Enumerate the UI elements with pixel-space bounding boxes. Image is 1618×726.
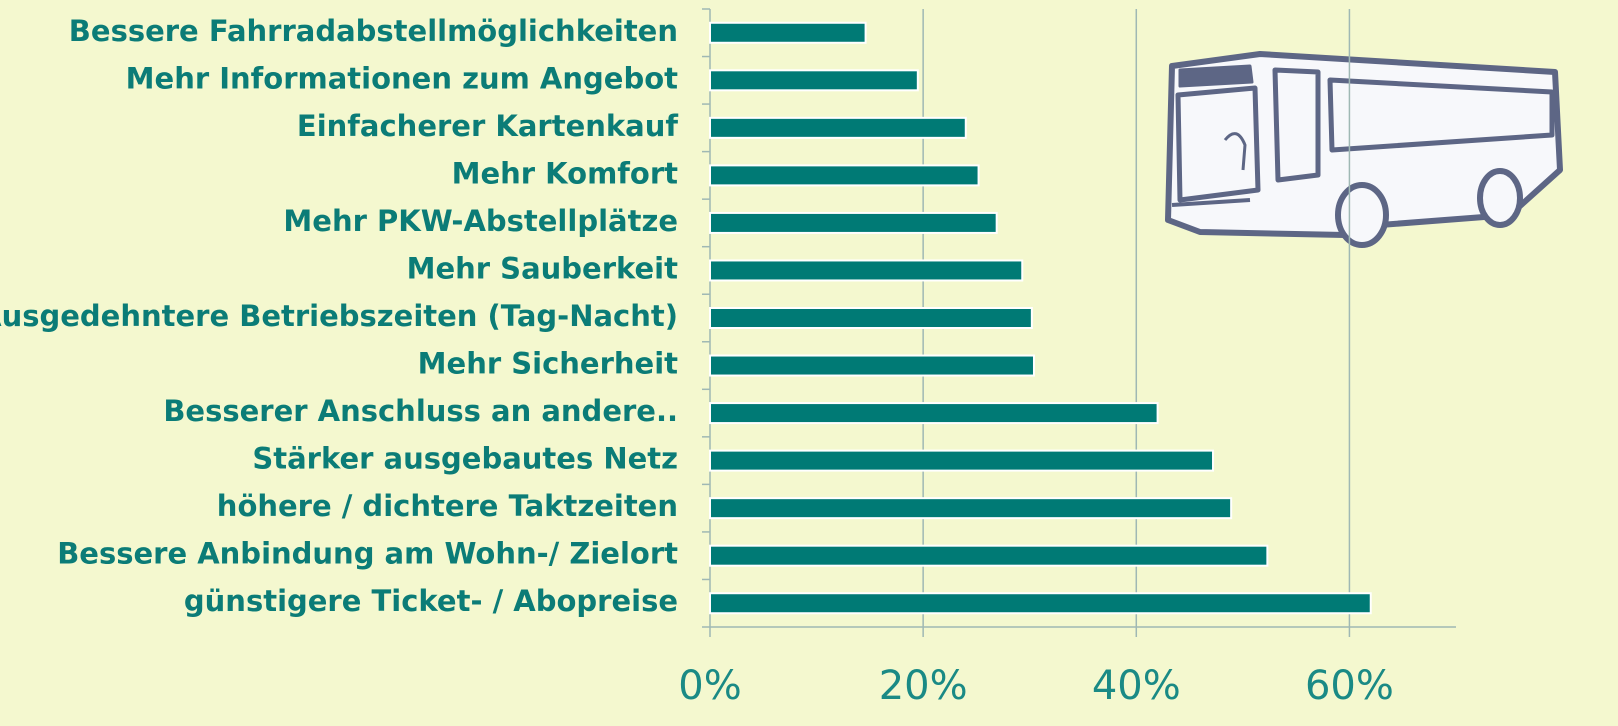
bar	[710, 403, 1158, 423]
category-label: höhere / dichtere Taktzeiten	[217, 489, 678, 523]
category-label: Besserer Anschluss an andere..	[163, 394, 678, 428]
category-label: Mehr PKW-Abstellplätze	[283, 204, 678, 238]
category-label: Bessere Fahrradabstellmöglichkeiten	[69, 14, 678, 48]
x-tick-label: 40%	[1092, 663, 1181, 709]
bar	[710, 593, 1371, 613]
bar	[710, 70, 918, 90]
bar	[710, 118, 966, 138]
bar	[710, 356, 1034, 376]
category-label: Mehr Sauberkeit	[407, 251, 679, 285]
bar	[710, 23, 866, 43]
page: {"chart_data": {"type": "bar", "orientat…	[0, 0, 1618, 726]
bar	[710, 213, 997, 233]
x-tick-label: 60%	[1305, 663, 1394, 709]
category-label: Mehr Sicherheit	[418, 347, 678, 381]
x-tick-label: 20%	[879, 663, 968, 709]
category-label: günstigere Ticket- / Abopreise	[184, 584, 678, 618]
bar	[710, 260, 1022, 280]
category-label: Bessere Anbindung am Wohn-/ Zielort	[57, 537, 678, 571]
chart: 0% 20% 40% 60% Bessere Fahrradabstellmöglich…	[0, 0, 1618, 726]
bar	[710, 165, 979, 185]
category-label: Ausgedehntere Betriebszeiten (Tag-Nacht)	[0, 299, 678, 333]
bar	[710, 308, 1032, 328]
bar	[710, 498, 1231, 518]
x-tick-label: 0%	[678, 663, 741, 709]
category-label: Mehr Informationen zum Angebot	[126, 61, 678, 95]
bar	[710, 546, 1267, 566]
bar	[710, 451, 1213, 471]
category-label: Mehr Komfort	[452, 156, 679, 190]
category-label: Stärker ausgebautes Netz	[252, 442, 678, 476]
bus-illustration	[1168, 54, 1560, 245]
category-label: Einfacherer Kartenkauf	[297, 109, 678, 143]
